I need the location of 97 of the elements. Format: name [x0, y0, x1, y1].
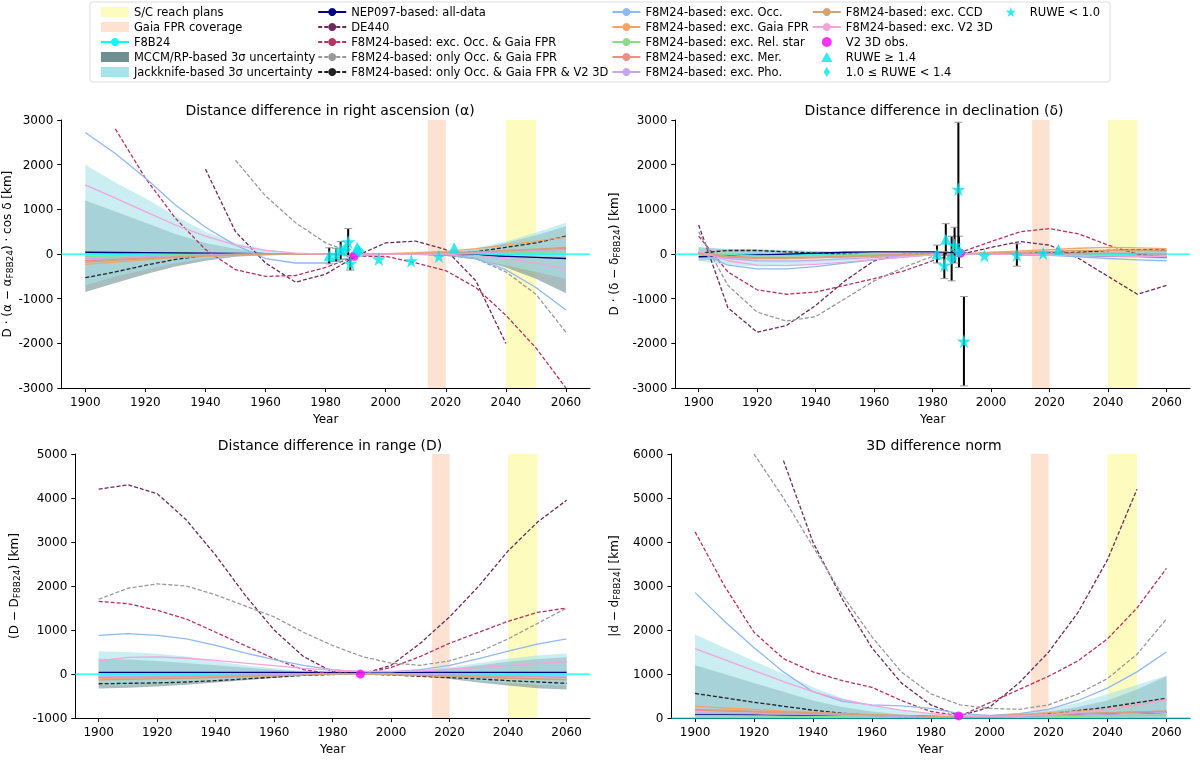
x-tick-label: 2040	[1092, 395, 1124, 410]
x-tick-label: 1940	[797, 725, 829, 740]
x-tick-label: 1940	[800, 395, 831, 410]
legend-label: F8M24-based: exc. Pho.	[645, 65, 783, 79]
x-axis-title: Year	[918, 412, 946, 426]
x-tick-label: 2000	[375, 725, 407, 740]
legend-label: F8M24-based: exc. Gaia FPR	[645, 20, 809, 34]
y-tick-label: 3000	[22, 113, 54, 127]
legend-label: F8M24-based: exc. Mer.	[645, 50, 782, 64]
y-tick-label: 5000	[632, 491, 664, 506]
y-tick-label: -1000	[32, 711, 68, 726]
x-tick-label: 2040	[490, 395, 522, 410]
x-tick-label: 1960	[858, 395, 890, 410]
legend-label: F8M24-based: only Occ. & Gaia FPR & V2 3D	[351, 65, 609, 79]
legend-label: Jackknife-based 3σ uncertainty	[132, 65, 313, 79]
x-tick-label: 1960	[250, 395, 281, 410]
x-tick-label: 1900	[679, 725, 711, 740]
legend-label: S/C reach plans	[133, 5, 224, 19]
chart-title: 3D difference norm	[866, 437, 1002, 453]
legend-label: F8B24	[133, 35, 171, 49]
y-tick-label: 0	[59, 667, 68, 682]
x-tick-label: 1900	[683, 395, 714, 410]
chart-title: Distance difference in right ascension (α)	[185, 102, 475, 118]
legend-label: 1.0 ≤ RUWE < 1.4	[845, 65, 952, 79]
legend-label: F8M24-based: exc. Rel. star	[645, 35, 805, 49]
x-tick-label: 2000	[974, 725, 1005, 740]
legend-label: MCCM/RP-based 3σ uncertainty	[133, 50, 316, 64]
y-tick-label: 2000	[22, 157, 54, 172]
x-tick-label: 2060	[551, 725, 582, 740]
x-tick-label: 2020	[1033, 725, 1064, 740]
x-tick-label: 2000	[975, 395, 1007, 410]
y-tick-label: 1000	[636, 202, 668, 217]
legend-label: F8M24-based: exc. CCD	[845, 5, 983, 19]
x-tick-label: 1940	[190, 395, 221, 410]
legend-label: V2 3D obs.	[845, 35, 909, 49]
y-tick-label: 3000	[36, 535, 68, 550]
y-tick-label: 4000	[632, 535, 664, 550]
chart-title: Distance difference in range (D)	[217, 437, 443, 453]
y-tick-label: 5000	[36, 447, 68, 461]
y-tick-label: 2000	[636, 157, 668, 172]
x-tick-label: 2040	[492, 725, 524, 740]
y-axis-title: |d − dF8B24| [km]	[607, 535, 622, 637]
y-tick-label: 1000	[36, 623, 68, 638]
y-tick-label: 3000	[636, 113, 668, 127]
x-tick-label: 1920	[141, 725, 173, 740]
x-tick-label: 1900	[83, 725, 114, 740]
x-tick-label: 2060	[1151, 725, 1182, 740]
x-tick-label: 1980	[917, 395, 948, 410]
legend-label: RUWE < 1.0	[1029, 5, 1101, 19]
y-tick-label: -2000	[632, 336, 668, 351]
x-tick-label: 1980	[310, 395, 341, 410]
x-tick-label: 1920	[130, 395, 161, 410]
y-tick-label: 0	[45, 247, 54, 262]
x-tick-label: 1940	[200, 725, 231, 740]
x-tick-label: 2060	[550, 395, 582, 410]
legend-label: RUWE ≥ 1.4	[845, 50, 917, 64]
legend-label: Gaia FPR coverage	[133, 20, 243, 34]
x-tick-label: 1980	[317, 725, 348, 740]
legend-label: F8M24-based: only Occ. & Gaia FPR	[351, 50, 558, 64]
x-axis-title: Year	[311, 412, 339, 426]
x-tick-label: 1980	[915, 725, 947, 740]
y-tick-label: 0	[655, 711, 664, 726]
x-tick-label: 1900	[70, 395, 101, 410]
y-axis-title: D · (δ − δF8B24) [km]	[607, 192, 622, 316]
y-axis-title: D · (α − αF8B24) · cos δ [km]	[0, 170, 15, 338]
chart-title: Distance difference in declination (δ)	[804, 102, 1064, 118]
y-tick-label: -3000	[18, 381, 54, 396]
y-tick-label: 3000	[632, 579, 664, 594]
y-tick-label: 2000	[36, 579, 68, 594]
legend-label: F8M24-based: exc. V2 3D	[845, 20, 993, 34]
y-tick-label: 1000	[632, 667, 664, 682]
legend-label: F8M24-based: exc. Occ.	[645, 5, 783, 19]
x-tick-label: 2020	[1034, 395, 1065, 410]
y-tick-label: 0	[659, 247, 668, 262]
y-tick-label: -1000	[18, 291, 54, 306]
x-tick-label: 1920	[741, 395, 773, 410]
y-tick-label: -1000	[632, 291, 668, 306]
legend-label: NEP097-based: all-data	[351, 5, 486, 19]
y-tick-label: -3000	[632, 381, 668, 396]
y-axis-title: (D − DF8B24) [km]	[7, 533, 22, 639]
x-axis-title: Year	[318, 742, 346, 756]
x-tick-label: 2020	[434, 725, 465, 740]
x-tick-label: 2060	[1151, 395, 1182, 410]
y-tick-label: 2000	[632, 623, 664, 638]
legend-label: DE440	[351, 20, 390, 34]
y-tick-label: 1000	[22, 202, 54, 217]
legend-label: F8M24-based: exc. Occ. & Gaia FPR	[351, 35, 557, 49]
y-tick-label: -2000	[18, 336, 54, 351]
x-tick-label: 2000	[370, 395, 401, 410]
y-tick-label: 6000	[632, 447, 664, 461]
x-axis-title: Year	[917, 742, 944, 756]
y-tick-label: 4000	[36, 491, 68, 506]
x-tick-label: 2040	[1092, 725, 1123, 740]
x-tick-label: 1960	[856, 725, 888, 740]
x-tick-label: 2020	[430, 395, 462, 410]
x-tick-label: 1920	[738, 725, 770, 740]
x-tick-label: 1960	[258, 725, 290, 740]
